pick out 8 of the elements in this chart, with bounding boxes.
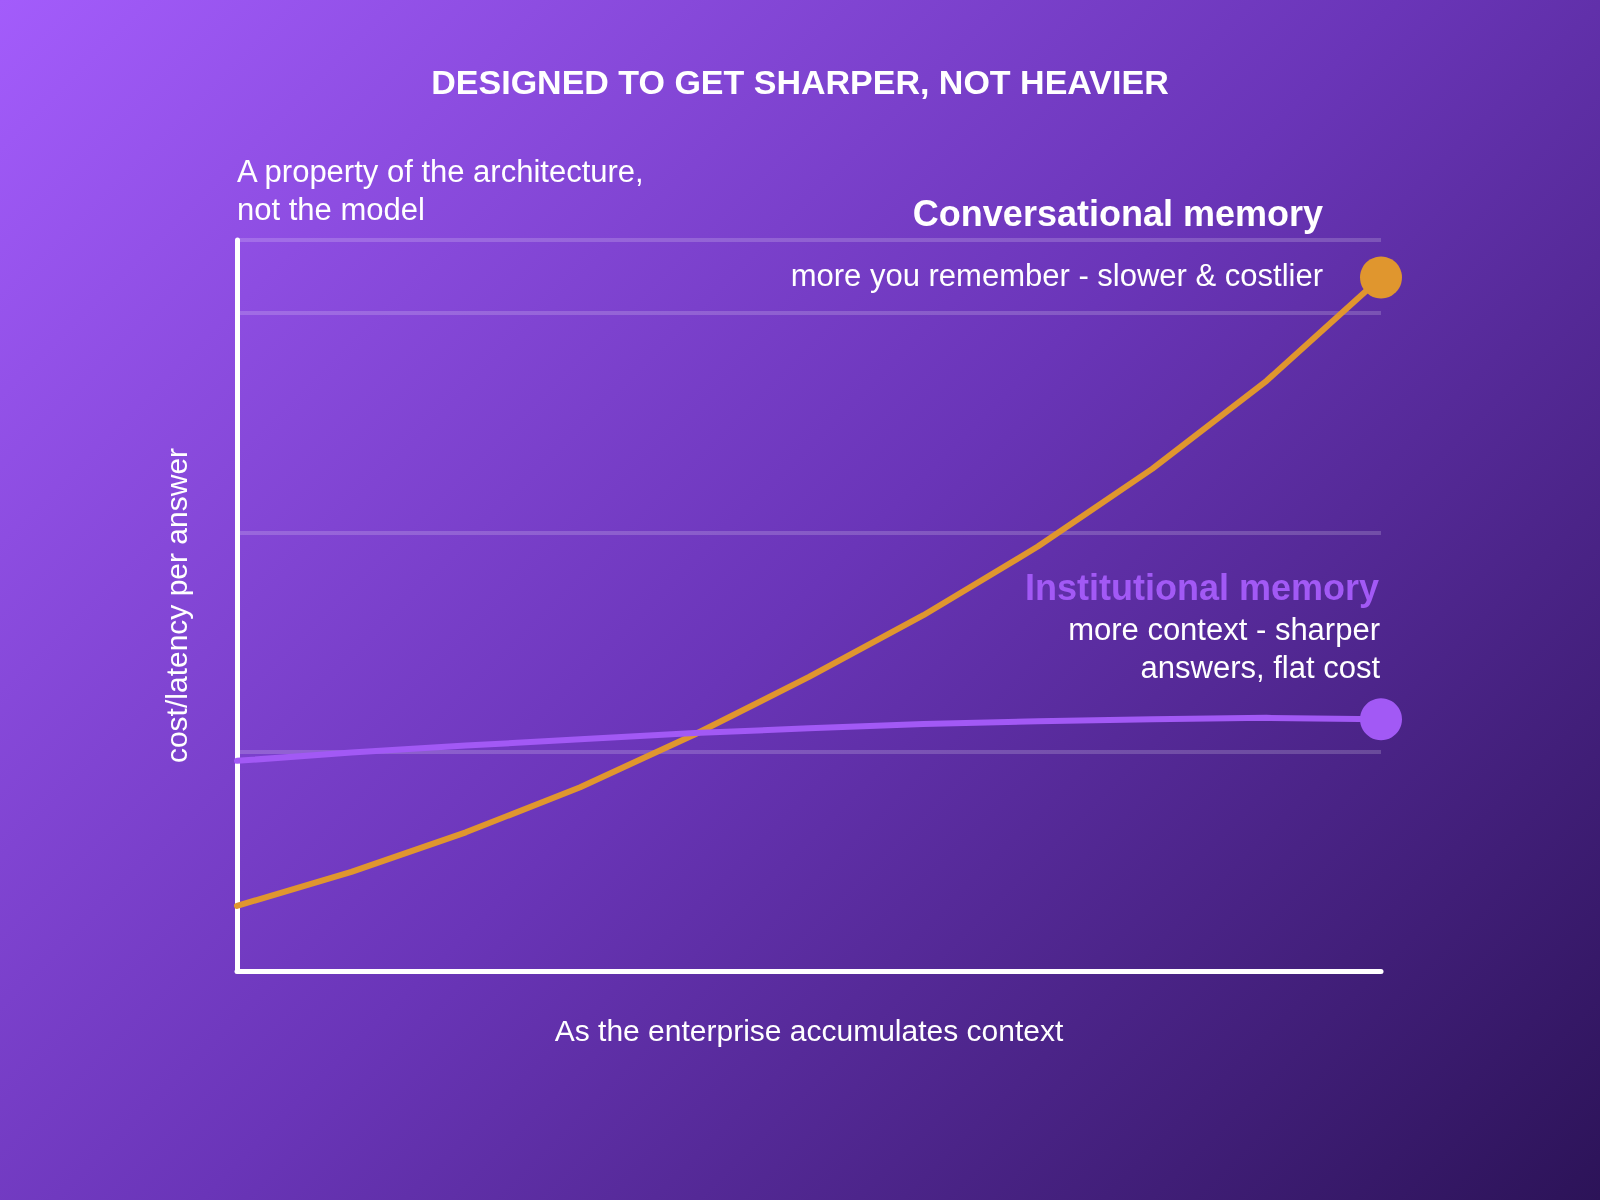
annotation: more context - sharper answers, flat cost [1068,611,1381,685]
x-axis-title: As the enterprise accumulates context [554,1013,1064,1047]
text: A property of the architecture, not the model [237,153,644,227]
annotation: more you remember - slower & costlier [790,257,1323,293]
y-axis-title: cost/latency per answer [159,447,193,764]
chart-title: DESIGNED TO GET SHARPER, NOT HEAVIER [431,63,1169,101]
series-label: Conversational memory [912,192,1323,234]
text: Institutional memory [1024,566,1379,608]
